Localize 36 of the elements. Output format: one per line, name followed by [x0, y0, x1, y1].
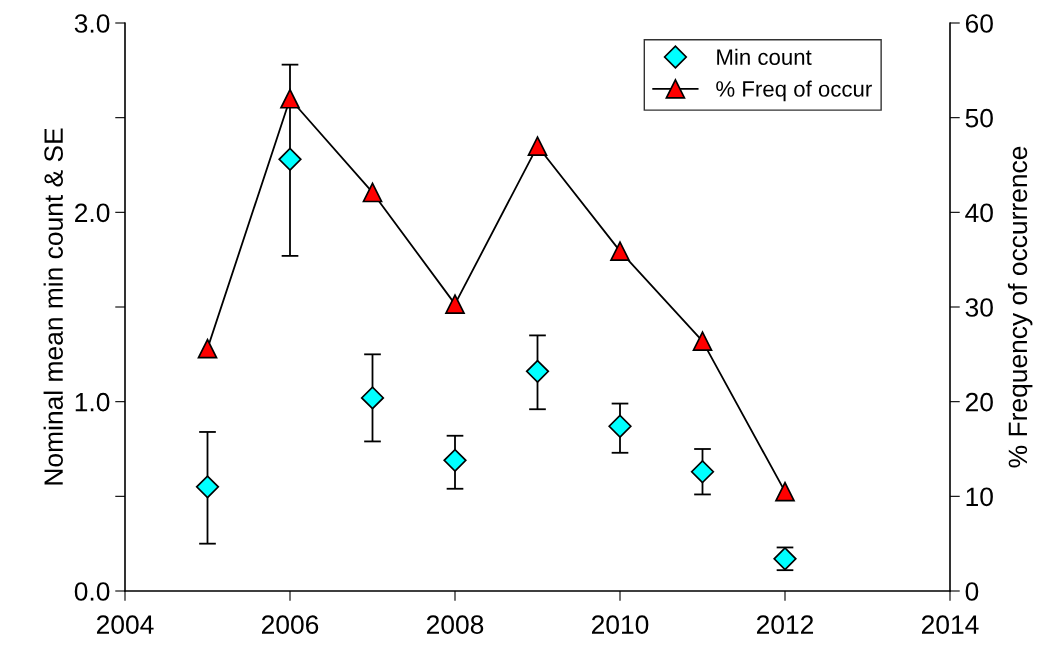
x-tick-label: 2014 — [921, 615, 979, 634]
y2-tick-label: 0 — [965, 582, 979, 601]
y2-tick-label: 40 — [965, 203, 993, 223]
point — [280, 88, 300, 109]
point — [360, 386, 385, 410]
point — [690, 460, 715, 484]
y-tick-label: 1.0 — [75, 392, 110, 412]
point — [362, 182, 383, 203]
y2-tick-label: 50 — [965, 108, 993, 128]
point — [197, 338, 218, 359]
point — [443, 448, 467, 472]
point — [527, 136, 548, 156]
point — [608, 414, 632, 438]
x-tick-label: 2004 — [96, 615, 154, 634]
point — [445, 294, 465, 315]
point — [692, 331, 713, 351]
legend-label: Min count — [717, 48, 812, 65]
y2-tick-label: 60 — [965, 14, 993, 33]
x-tick-label: 2012 — [756, 615, 814, 634]
y-axis-title: Nominal mean min count & SE — [43, 128, 63, 485]
x-tick-label: 2008 — [426, 615, 484, 634]
y2-tick-label: 10 — [966, 487, 993, 507]
legend-label: % Freq of occur — [716, 80, 872, 102]
point — [195, 475, 220, 499]
x-tick-label: 2006 — [261, 615, 319, 634]
y-tick-label: 3.0 — [74, 14, 110, 33]
y2-tick-label: 30 — [965, 298, 993, 317]
y-tick-label: 0.0 — [74, 582, 110, 601]
point — [278, 147, 302, 171]
y-tick-label: 2.0 — [75, 203, 110, 223]
point — [775, 481, 795, 502]
y2-tick-label: 20 — [965, 392, 993, 412]
y2-axis-title: % Frequency of occurrence — [1007, 146, 1033, 468]
point — [525, 359, 550, 384]
x-tick-label: 2010 — [591, 615, 649, 634]
point — [610, 241, 630, 262]
